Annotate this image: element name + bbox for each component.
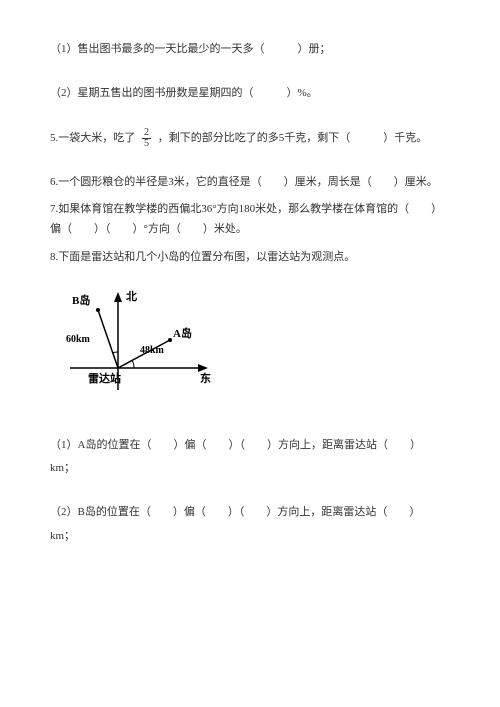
question-1-1: （1）售出图书最多的一天比最少的一天多（ ）册； xyxy=(50,40,450,60)
a-island-point xyxy=(168,338,172,342)
question-5: 5.一袋大米，吃了 2 5 ，剩下的部分比吃了的多5千克，剩下（ ）千克。 xyxy=(50,128,450,149)
b-island-point xyxy=(96,308,100,312)
question-7: 7.如果体育馆在教学楼的西偏北36°方向180米处，那么教学楼在体育馆的（ ）偏… xyxy=(50,200,450,240)
question-5-suffix: ，剩下的部分比吃了的多5千克，剩下（ ）千克。 xyxy=(158,132,428,144)
north-label: 北 xyxy=(126,289,137,303)
a-island-label: A岛 xyxy=(173,326,192,340)
north-arrow xyxy=(114,292,122,302)
radar-station-label: 雷达站 xyxy=(88,371,121,385)
question-8-1-km: km； xyxy=(50,459,450,479)
question-1-2-text: （2）星期五售出的图书册数是星期四的（ ）%。 xyxy=(50,87,318,99)
east-arrow xyxy=(198,364,208,372)
angle-arc-a xyxy=(132,360,134,368)
b-island-line xyxy=(98,310,118,368)
distance-60km-label: 60km xyxy=(66,334,91,345)
question-8-text: 8.下面是雷达站和几个小岛的位置分布图，以雷达站为观测点。 xyxy=(50,251,355,263)
radar-svg: B岛 北 60km A岛 48km 雷达站 东 xyxy=(60,280,230,410)
question-6-text: 6.一个圆形粮仓的半径是3米，它的直径是（ ）厘米，周长是（ ）厘米。 xyxy=(50,176,438,188)
b-island-label: B岛 xyxy=(72,293,90,307)
radar-diagram: B岛 北 60km A岛 48km 雷达站 东 xyxy=(60,280,450,418)
question-8-2: （2）B岛的位置在（ ）偏（ ）（ ）方向上，距离雷达站（ ） km； xyxy=(50,503,450,547)
east-label: 东 xyxy=(200,371,211,385)
question-1-2: （2）星期五售出的图书册数是星期四的（ ）%。 xyxy=(50,84,450,104)
question-8-1-text: （1）A岛的位置在（ ）偏（ ）（ ）方向上，距离雷达站（ ） xyxy=(50,439,421,451)
fraction-numerator: 2 xyxy=(142,128,151,139)
question-1-1-text: （1）售出图书最多的一天比最少的一天多（ ）册； xyxy=(50,43,331,55)
question-8-1: （1）A岛的位置在（ ）偏（ ）（ ）方向上，距离雷达站（ ） km； xyxy=(50,436,450,480)
question-8: 8.下面是雷达站和几个小岛的位置分布图，以雷达站为观测点。 xyxy=(50,248,450,268)
question-5-prefix: 5.一袋大米，吃了 xyxy=(50,132,135,144)
question-6: 6.一个圆形粮仓的半径是3米，它的直径是（ ）厘米，周长是（ ）厘米。 xyxy=(50,173,450,193)
question-8-2-km: km； xyxy=(50,527,450,547)
fraction-denominator: 5 xyxy=(142,139,151,149)
fraction-2-5: 2 5 xyxy=(142,128,151,149)
question-7-text: 7.如果体育馆在教学楼的西偏北36°方向180米处，那么教学楼在体育馆的（ ）偏… xyxy=(50,203,442,235)
distance-48km-label: 48km xyxy=(140,345,165,356)
question-8-2-text: （2）B岛的位置在（ ）偏（ ）（ ）方向上，距离雷达站（ ） xyxy=(50,506,420,518)
